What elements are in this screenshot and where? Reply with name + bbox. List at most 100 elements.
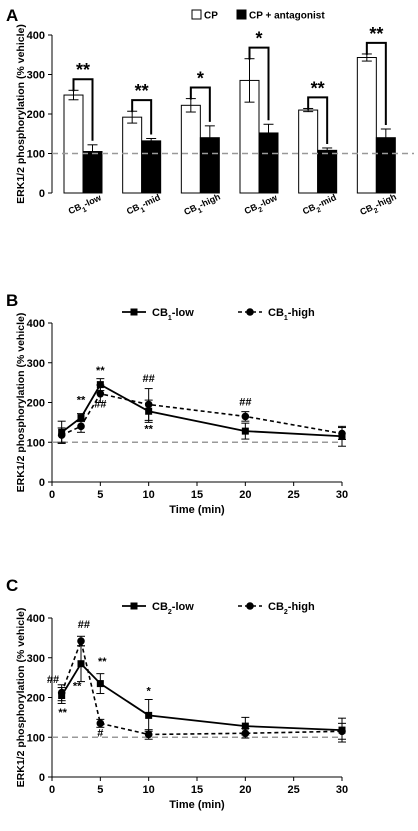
- bar-cp: [356, 57, 377, 194]
- significance-annotation: ##: [143, 373, 155, 385]
- y-tick-label: 300: [27, 358, 45, 370]
- significance-bracket: [189, 86, 211, 122]
- y-tick-label: 100: [27, 437, 45, 449]
- x-tick-label: 5: [97, 489, 103, 501]
- data-point-square: [96, 680, 104, 688]
- y-tick-label: 400: [27, 30, 45, 42]
- y-tick-label: 400: [27, 613, 45, 625]
- panel-label-c: C: [6, 576, 18, 595]
- significance-mark: *: [197, 69, 204, 89]
- bar-cp: [63, 94, 84, 194]
- legend-marker-circle: [246, 602, 254, 610]
- panel-label-b: B: [6, 291, 18, 310]
- y-tick-label: 300: [27, 70, 45, 82]
- x-tick-label: 15: [191, 489, 203, 501]
- data-point-square: [77, 660, 85, 668]
- significance-mark: *: [255, 29, 262, 49]
- data-point-square: [77, 414, 85, 422]
- x-tick-label: 10: [143, 489, 155, 501]
- data-point-circle: [338, 727, 346, 736]
- legend-label-dashed: CB1-high: [268, 307, 315, 322]
- x-tick-label: 10: [143, 784, 155, 796]
- x-tick-label: 20: [239, 489, 251, 501]
- data-point-square: [145, 711, 153, 719]
- bar-cp: [298, 109, 319, 194]
- x-tick-label: 0: [49, 489, 55, 501]
- significance-annotation: ##: [47, 674, 59, 686]
- significance-bracket: [365, 41, 387, 126]
- y-tick-label: 100: [27, 732, 45, 744]
- legend-marker-square: [130, 308, 138, 316]
- significance-annotation: **: [58, 707, 67, 719]
- y-tick-label: 400: [27, 318, 45, 330]
- significance-annotation: ##: [239, 397, 251, 409]
- x-tick-label: 0: [49, 784, 55, 796]
- y-tick-label: 200: [27, 398, 45, 410]
- significance-annotation: **: [144, 423, 153, 435]
- data-point-circle: [144, 730, 153, 739]
- series-line: [60, 638, 343, 736]
- chart-panel-c: 0 100 200 300 400 0 5 10 15 20 25 30 Time (min) ERK1/…: [15, 601, 348, 811]
- y-axis-label: ERK1/2 phosphorylation (% vehicle): [15, 313, 27, 493]
- data-point-square: [241, 722, 249, 730]
- category-label: CB2-mid: [301, 192, 339, 219]
- significance-mark: **: [311, 78, 325, 98]
- legend-marker-square: [130, 602, 138, 610]
- y-tick-label: 200: [27, 109, 45, 121]
- legend-label-solid: CB2-low: [152, 601, 194, 616]
- significance-annotation: **: [77, 394, 86, 406]
- category-label: CB2-high: [358, 192, 399, 221]
- x-tick-label: 30: [336, 489, 348, 501]
- significance-bracket: [248, 46, 270, 121]
- x-axis-label: Time (min): [169, 799, 225, 811]
- x-tick-label: 15: [191, 784, 203, 796]
- legend-marker-circle: [246, 308, 254, 316]
- significance-annotation: #: [97, 727, 103, 739]
- legend-label-antagonist: CP + antagonist: [249, 11, 325, 22]
- legend-label-solid: CB1-low: [152, 307, 194, 322]
- data-point-circle: [144, 400, 153, 409]
- legend-swatch-antagonist: [236, 9, 247, 20]
- y-tick-label: 0: [39, 188, 45, 200]
- panel-label-a: A: [6, 6, 18, 25]
- x-tick-label: 25: [288, 784, 300, 796]
- significance-mark: **: [76, 60, 90, 80]
- y-tick-label: 100: [27, 149, 45, 161]
- y-axis-label: ERK1/2 phosphorylation (% vehicle): [15, 24, 27, 204]
- x-tick-label: 30: [336, 784, 348, 796]
- series-line: [60, 662, 343, 731]
- data-point-square: [241, 427, 249, 435]
- x-tick-label: 20: [239, 784, 251, 796]
- data-point-circle: [57, 688, 66, 697]
- data-point-circle: [241, 412, 250, 421]
- data-point-circle: [96, 389, 105, 398]
- significance-annotation: **: [98, 656, 107, 668]
- x-tick-label: 5: [97, 784, 103, 796]
- category-label: CB1-mid: [125, 192, 163, 219]
- category-label: CB1-low: [67, 192, 105, 219]
- significance-bracket: [72, 78, 94, 141]
- data-point-circle: [241, 729, 250, 738]
- bar-cp-antagonist: [317, 149, 338, 194]
- legend-swatch-cp: [191, 9, 202, 20]
- significance-mark: **: [369, 24, 383, 44]
- y-axis-label: ERK1/2 phosphorylation (% vehicle): [15, 608, 27, 788]
- x-axis-label: Time (min): [169, 504, 225, 516]
- significance-bracket: [131, 99, 153, 135]
- y-tick-label: 0: [39, 477, 45, 489]
- significance-annotation: **: [73, 681, 82, 693]
- bar-cp: [122, 116, 143, 194]
- significance-annotation: ##: [94, 399, 106, 411]
- x-tick-label: 25: [288, 489, 300, 501]
- data-point-circle: [77, 637, 85, 645]
- category-label: CB2-low: [243, 192, 281, 219]
- category-label: CB1-high: [182, 192, 223, 221]
- significance-annotation: **: [96, 365, 105, 377]
- data-point-circle: [57, 431, 66, 439]
- significance-annotation: *: [147, 686, 152, 698]
- y-tick-label: 0: [39, 772, 45, 784]
- chart-panel-b: 0 100 200 300 400 0 5 10 15 20 25 30 Time (min) ERK1/…: [15, 307, 348, 516]
- significance-annotation: ##: [78, 619, 90, 631]
